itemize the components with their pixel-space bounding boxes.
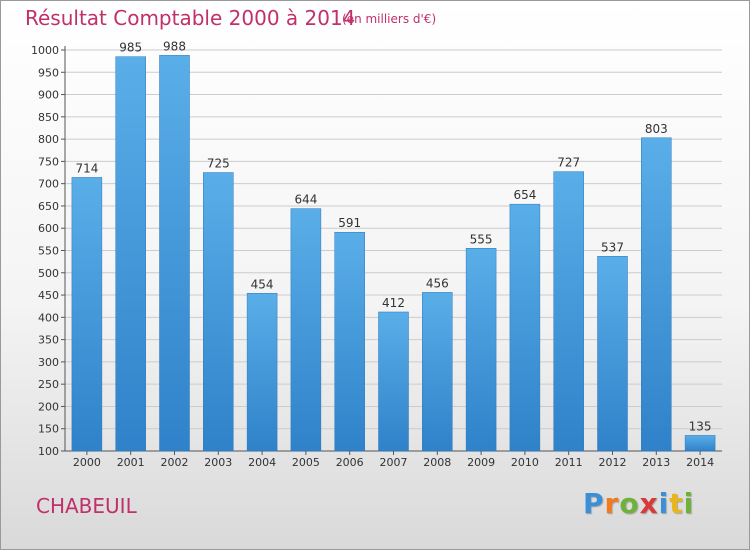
x-tick-label: 2000 — [73, 456, 101, 469]
y-tick-label: 400 — [38, 311, 59, 324]
chart-subtitle: (en milliers d'€) — [342, 12, 437, 26]
bar-2013 — [641, 137, 672, 452]
bar-2005 — [290, 208, 322, 452]
logo-letter: o — [619, 487, 640, 520]
bar-2007 — [378, 311, 409, 452]
bar-value-label: 988 — [163, 39, 186, 53]
bar-value-label: 654 — [513, 188, 536, 202]
y-tick-label: 650 — [38, 200, 59, 213]
bar-value-label: 803 — [645, 122, 668, 136]
bar-value-label: 135 — [689, 419, 712, 433]
x-tick-label: 2001 — [117, 456, 145, 469]
y-tick-label: 250 — [38, 378, 59, 391]
bar-value-label: 714 — [75, 161, 98, 175]
bar-2002 — [159, 55, 190, 452]
bar-2010 — [509, 203, 541, 452]
x-tick-label: 2002 — [161, 456, 189, 469]
labels: 100 150 200 250 300 350 400 450 500 550 600 650 700 7… — [31, 39, 714, 469]
x-tick-label: 2008 — [423, 456, 451, 469]
bar-2001 — [115, 56, 146, 452]
y-tick-label: 350 — [38, 334, 59, 347]
bar-2006 — [334, 231, 365, 452]
bar-value-label: 456 — [426, 276, 449, 290]
bar-value-label: 412 — [382, 296, 405, 310]
logo-letter: i — [658, 487, 670, 520]
chart-title: Résultat Comptable 2000 à 2014 — [25, 6, 356, 30]
x-tick-label: 2009 — [467, 456, 495, 469]
bar-value-label: 555 — [470, 232, 493, 246]
y-tick-label: 950 — [38, 66, 59, 79]
bars — [71, 55, 716, 452]
commune-name: CHABEUIL — [36, 494, 137, 518]
y-tick-label: 450 — [38, 289, 59, 302]
bar-2003 — [203, 172, 234, 452]
y-tick-label: 850 — [38, 111, 59, 124]
x-tick-label: 2004 — [248, 456, 276, 469]
y-tick-label: 1000 — [31, 44, 59, 57]
logo-letter: r — [604, 487, 620, 520]
proxiti-logo[interactable]: Proxiti — [583, 487, 694, 520]
bar-2000 — [71, 177, 103, 452]
y-tick-label: 500 — [38, 267, 59, 280]
logo-letter: x — [639, 487, 659, 520]
bar-value-label: 591 — [338, 216, 361, 230]
x-tick-label: 2012 — [599, 456, 627, 469]
y-tick-label: 600 — [38, 222, 59, 235]
x-tick-label: 2013 — [642, 456, 670, 469]
x-tick-label: 2003 — [204, 456, 232, 469]
bar-2009 — [465, 248, 497, 452]
bar-value-label: 454 — [251, 277, 274, 291]
bar-2014 — [684, 435, 716, 452]
bar-value-label: 644 — [294, 193, 317, 207]
y-tick-label: 550 — [38, 245, 59, 258]
x-tick-label: 2010 — [511, 456, 539, 469]
x-tick-label: 2014 — [686, 456, 714, 469]
bar-2012 — [597, 256, 628, 452]
y-tick-label: 200 — [38, 400, 59, 413]
logo-letter: P — [583, 487, 605, 520]
bar-value-label: 725 — [207, 157, 230, 171]
x-tick-label: 2007 — [380, 456, 408, 469]
bar-value-label: 727 — [557, 156, 580, 170]
y-tick-label: 800 — [38, 133, 59, 146]
bar-value-label: 537 — [601, 240, 624, 254]
bar-2008 — [422, 292, 453, 452]
y-tick-label: 300 — [38, 356, 59, 369]
y-tick-label: 150 — [38, 423, 59, 436]
y-tick-label: 100 — [38, 445, 59, 458]
bar-2004 — [246, 293, 278, 452]
x-tick-label: 2005 — [292, 456, 320, 469]
logo-letter: t — [669, 487, 684, 520]
bar-2011 — [553, 171, 584, 452]
x-tick-label: 2011 — [555, 456, 583, 469]
y-tick-label: 750 — [38, 155, 59, 168]
x-tick-label: 2006 — [336, 456, 364, 469]
bar-value-label: 985 — [119, 41, 142, 55]
logo-letter: i — [683, 487, 695, 520]
y-tick-label: 700 — [38, 178, 59, 191]
y-tick-label: 900 — [38, 89, 59, 102]
